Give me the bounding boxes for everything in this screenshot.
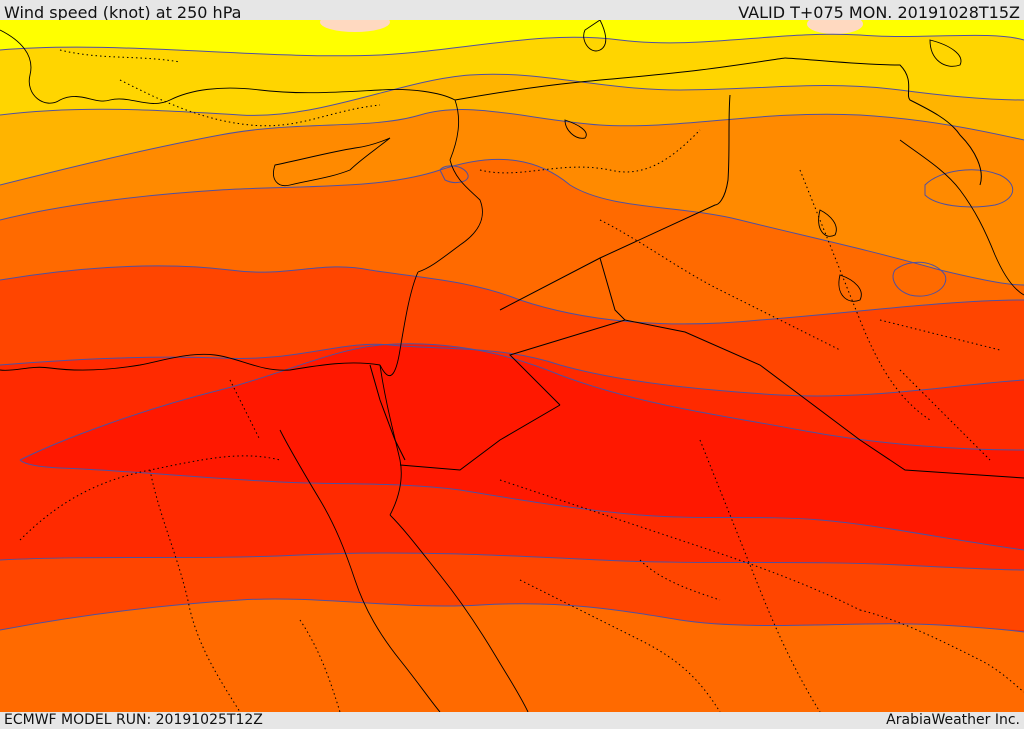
wind-speed-map	[0, 20, 1024, 712]
peak-north	[320, 20, 390, 32]
band-6-south	[0, 598, 1024, 712]
valid-time: VALID T+075 MON. 20191028T15Z	[738, 3, 1020, 22]
map-title: Wind speed (knot) at 250 hPa	[4, 3, 242, 22]
coastlines	[0, 20, 1024, 712]
model-run: ECMWF MODEL RUN: 20191025T12Z	[4, 712, 263, 728]
map-header: Wind speed (knot) at 250 hPa VALID T+075…	[0, 0, 1024, 22]
country-borders	[369, 57, 1024, 479]
peak-northeast	[807, 20, 863, 34]
band-5-south	[0, 552, 1024, 630]
map-footer: ECMWF MODEL RUN: 20191025T12Z ArabiaWeat…	[0, 712, 1024, 729]
province-borders	[19, 49, 1024, 712]
band-8	[20, 343, 1024, 550]
credit: ArabiaWeather Inc.	[886, 712, 1020, 728]
speed-contours	[0, 33, 1024, 633]
